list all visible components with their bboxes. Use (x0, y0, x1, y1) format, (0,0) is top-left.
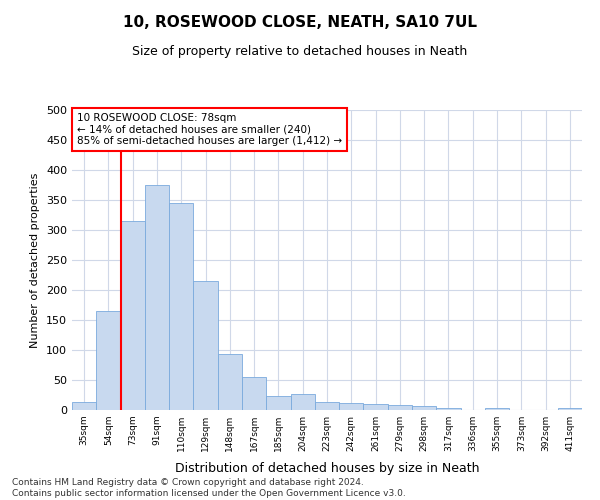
Bar (485, 408, 509, 410)
Bar (72, 402, 96, 410)
Bar (388, 405, 412, 410)
Bar (145, 185, 169, 410)
X-axis label: Distribution of detached houses by size in Neath: Distribution of detached houses by size … (175, 462, 479, 475)
Bar (364, 404, 388, 410)
Bar (558, 408, 582, 410)
Text: 10, ROSEWOOD CLOSE, NEATH, SA10 7UL: 10, ROSEWOOD CLOSE, NEATH, SA10 7UL (123, 15, 477, 30)
Text: Size of property relative to detached houses in Neath: Size of property relative to detached ho… (133, 45, 467, 58)
Text: Contains HM Land Registry data © Crown copyright and database right 2024.
Contai: Contains HM Land Registry data © Crown c… (12, 478, 406, 498)
Bar (290, 394, 315, 410)
Bar (412, 406, 436, 410)
Bar (169, 203, 193, 410)
Bar (218, 354, 242, 410)
Bar (266, 396, 290, 410)
Bar (339, 403, 364, 410)
Bar (121, 221, 145, 410)
Bar (315, 402, 339, 410)
Bar (436, 408, 461, 410)
Y-axis label: Number of detached properties: Number of detached properties (31, 172, 40, 348)
Bar (242, 377, 266, 410)
Bar (193, 281, 218, 410)
Bar (96, 311, 121, 410)
Text: 10 ROSEWOOD CLOSE: 78sqm
← 14% of detached houses are smaller (240)
85% of semi-: 10 ROSEWOOD CLOSE: 78sqm ← 14% of detach… (77, 113, 342, 146)
